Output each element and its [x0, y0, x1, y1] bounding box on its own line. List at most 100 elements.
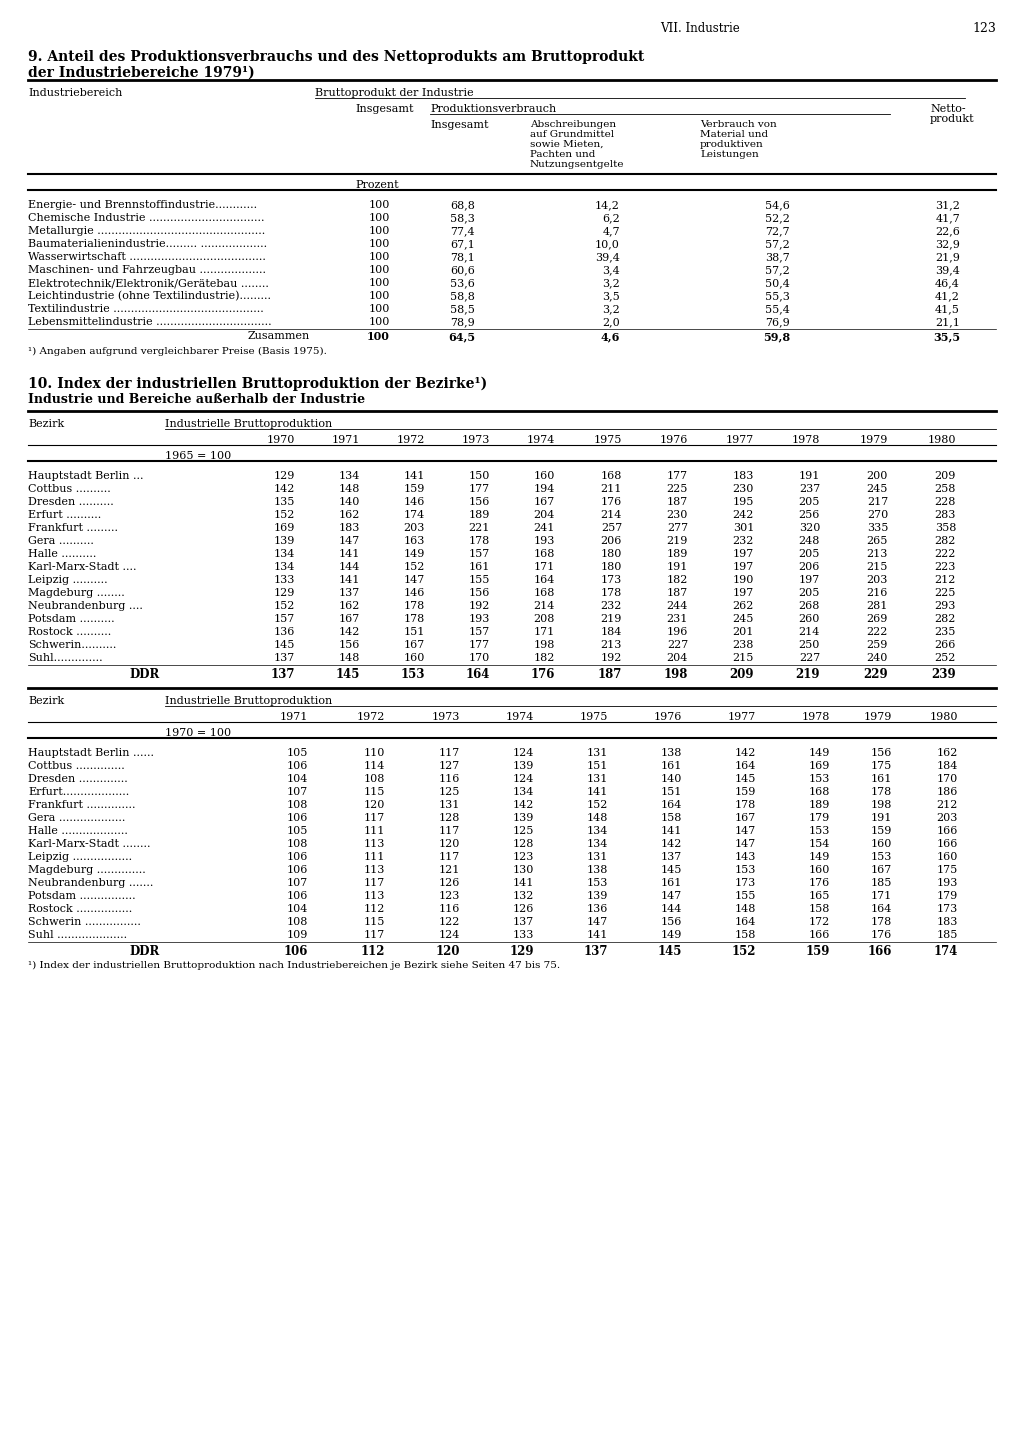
Text: 1980: 1980: [930, 713, 958, 721]
Text: 191: 191: [870, 813, 892, 823]
Text: 78,9: 78,9: [451, 317, 475, 327]
Text: 180: 180: [601, 562, 622, 572]
Text: 160: 160: [937, 852, 958, 862]
Text: 155: 155: [469, 575, 490, 585]
Text: 197: 197: [799, 575, 820, 585]
Text: Baumaterialienindustrie......... ...................: Baumaterialienindustrie......... .......…: [28, 239, 267, 250]
Text: 31,2: 31,2: [935, 199, 961, 209]
Text: 147: 147: [403, 575, 425, 585]
Text: 57,2: 57,2: [765, 239, 790, 250]
Text: 215: 215: [732, 652, 754, 663]
Text: 77,4: 77,4: [451, 227, 475, 237]
Text: produktiven: produktiven: [700, 141, 764, 149]
Text: Halle ...................: Halle ...................: [28, 826, 128, 836]
Text: 152: 152: [587, 800, 608, 810]
Text: 100: 100: [369, 291, 390, 301]
Text: 137: 137: [270, 668, 295, 681]
Text: DDR: DDR: [130, 668, 160, 681]
Text: 160: 160: [534, 470, 555, 480]
Text: 237: 237: [799, 485, 820, 493]
Text: 10. Index der industriellen Bruttoproduktion der Bezirke¹): 10. Index der industriellen Bruttoproduk…: [28, 377, 487, 391]
Text: 176: 176: [809, 878, 830, 888]
Text: 230: 230: [732, 485, 754, 493]
Text: 155: 155: [734, 891, 756, 901]
Text: 53,6: 53,6: [451, 278, 475, 288]
Text: 174: 174: [934, 945, 958, 958]
Text: 117: 117: [364, 931, 385, 941]
Text: 167: 167: [870, 865, 892, 875]
Text: 165: 165: [809, 891, 830, 901]
Text: 201: 201: [732, 627, 754, 637]
Text: 138: 138: [587, 865, 608, 875]
Text: 153: 153: [587, 878, 608, 888]
Text: 2,0: 2,0: [602, 317, 620, 327]
Text: 186: 186: [937, 787, 958, 797]
Text: 100: 100: [368, 331, 390, 341]
Text: 113: 113: [364, 891, 385, 901]
Text: 137: 137: [273, 652, 295, 663]
Text: 111: 111: [364, 826, 385, 836]
Text: 6,2: 6,2: [602, 214, 620, 224]
Text: 168: 168: [809, 787, 830, 797]
Text: 128: 128: [438, 813, 460, 823]
Text: 117: 117: [438, 852, 460, 862]
Text: 142: 142: [339, 627, 360, 637]
Text: 184: 184: [601, 627, 622, 637]
Text: 145: 145: [657, 945, 682, 958]
Text: 142: 142: [273, 485, 295, 493]
Text: 158: 158: [809, 903, 830, 913]
Text: 147: 147: [339, 536, 360, 546]
Text: 230: 230: [667, 511, 688, 521]
Text: 46,4: 46,4: [935, 278, 961, 288]
Text: Bruttoprodukt der Industrie: Bruttoprodukt der Industrie: [315, 87, 474, 98]
Text: 167: 167: [339, 614, 360, 624]
Text: 142: 142: [660, 839, 682, 849]
Text: Gera ..........: Gera ..........: [28, 536, 94, 546]
Text: 183: 183: [339, 523, 360, 533]
Text: 1978: 1978: [792, 435, 820, 445]
Text: 4,6: 4,6: [601, 331, 620, 341]
Text: 134: 134: [273, 549, 295, 559]
Text: 152: 152: [731, 945, 756, 958]
Text: 109: 109: [287, 931, 308, 941]
Text: 134: 134: [587, 839, 608, 849]
Text: 141: 141: [513, 878, 534, 888]
Text: 127: 127: [438, 761, 460, 771]
Text: 204: 204: [534, 511, 555, 521]
Text: 1972: 1972: [396, 435, 425, 445]
Text: 149: 149: [809, 749, 830, 759]
Text: Magdeburg ..............: Magdeburg ..............: [28, 865, 145, 875]
Text: Lebensmittelindustrie .................................: Lebensmittelindustrie ..................…: [28, 317, 271, 327]
Text: 137: 137: [584, 945, 608, 958]
Text: Chemische Industrie .................................: Chemische Industrie ....................…: [28, 214, 264, 224]
Text: 64,5: 64,5: [447, 331, 475, 341]
Text: 257: 257: [601, 523, 622, 533]
Text: Abschreibungen: Abschreibungen: [530, 120, 616, 129]
Text: Erfurt ..........: Erfurt ..........: [28, 511, 101, 521]
Text: 1978: 1978: [802, 713, 830, 721]
Text: 1980: 1980: [928, 435, 956, 445]
Text: 174: 174: [403, 511, 425, 521]
Text: 134: 134: [513, 787, 534, 797]
Text: 1979: 1979: [863, 713, 892, 721]
Text: 176: 176: [530, 668, 555, 681]
Text: 32,9: 32,9: [935, 239, 961, 250]
Text: 1970: 1970: [266, 435, 295, 445]
Text: 173: 173: [601, 575, 622, 585]
Text: 1976: 1976: [659, 435, 688, 445]
Text: Rostock ..........: Rostock ..........: [28, 627, 112, 637]
Text: 3,5: 3,5: [602, 291, 620, 301]
Text: 145: 145: [336, 668, 360, 681]
Text: 219: 219: [601, 614, 622, 624]
Text: 151: 151: [403, 627, 425, 637]
Text: Cottbus ..............: Cottbus ..............: [28, 761, 125, 771]
Text: 14,2: 14,2: [595, 199, 620, 209]
Text: 39,4: 39,4: [935, 265, 961, 275]
Text: 3,2: 3,2: [602, 304, 620, 314]
Text: 107: 107: [287, 878, 308, 888]
Text: 108: 108: [364, 774, 385, 784]
Text: 1979: 1979: [859, 435, 888, 445]
Text: Hauptstadt Berlin ......: Hauptstadt Berlin ......: [28, 749, 154, 759]
Text: 158: 158: [734, 931, 756, 941]
Text: 227: 227: [799, 652, 820, 663]
